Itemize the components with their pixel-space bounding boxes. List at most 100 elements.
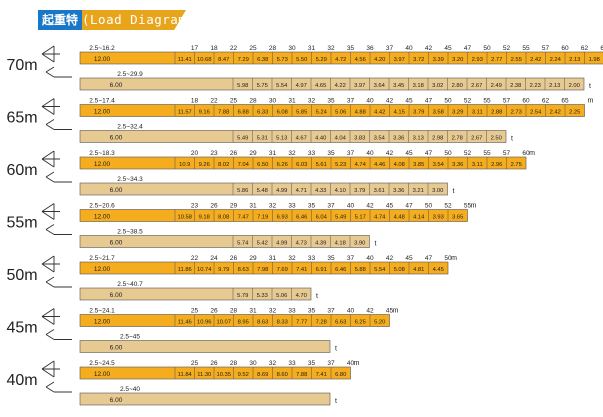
radius-tick: 42 bbox=[366, 308, 374, 315]
load-value: 4.99 bbox=[276, 241, 287, 247]
load-value: 2.55 bbox=[511, 57, 522, 63]
load-value: 7.19 bbox=[257, 215, 268, 221]
load-bar-row2 bbox=[79, 392, 331, 406]
load-value: 5.74 bbox=[237, 241, 249, 247]
load-value: 11.46 bbox=[178, 320, 192, 326]
load-value: 9.16 bbox=[199, 110, 210, 116]
header: 起重特性 (Load Diagrams) bbox=[0, 0, 603, 47]
load-bar-row2 bbox=[79, 235, 370, 248]
base-load-label: 12.00 bbox=[94, 319, 111, 326]
load-bar-row2 bbox=[79, 287, 312, 301]
radius-tick: 17 bbox=[191, 45, 199, 52]
load-value: 6.46 bbox=[335, 267, 346, 273]
radius-tick: 25 bbox=[191, 308, 199, 315]
radius-tick: 32 bbox=[327, 45, 335, 52]
radius-tick: 35 bbox=[308, 308, 316, 315]
radius-tick: 26 bbox=[210, 203, 218, 210]
load-value: 5.54 bbox=[374, 267, 386, 273]
load-value: 2.25 bbox=[569, 110, 580, 116]
load-value: 5.85 bbox=[296, 110, 307, 116]
radius-tick: 47 bbox=[464, 45, 472, 52]
radius-tick: 57 bbox=[542, 45, 550, 52]
radius-unit: m bbox=[529, 150, 535, 157]
load-bar-row2 bbox=[79, 340, 331, 353]
load-value: 8.33 bbox=[277, 320, 288, 326]
load-value: 2.49 bbox=[491, 83, 502, 89]
load-value: 4.18 bbox=[335, 241, 346, 247]
range-label: 2.5~40 bbox=[120, 386, 140, 393]
load-bar-row1 bbox=[79, 261, 449, 275]
load-value: 3.85 bbox=[413, 162, 424, 168]
load-value: 5.08 bbox=[394, 267, 405, 273]
radius-tick: 25 bbox=[230, 98, 238, 105]
load-value: 2.54 bbox=[530, 110, 542, 116]
load-value: 7.69 bbox=[277, 267, 288, 273]
load-value: 4.14 bbox=[413, 215, 425, 221]
load-bar-row1 bbox=[79, 314, 390, 327]
radius-tick: 30 bbox=[249, 360, 257, 367]
load-value: 5.73 bbox=[277, 57, 288, 63]
load-bar-row2 bbox=[79, 77, 585, 91]
radius-tick: 26 bbox=[230, 150, 238, 157]
load-bar-row2 bbox=[79, 182, 448, 196]
load-value: 8.08 bbox=[218, 215, 229, 221]
load-unit: t bbox=[316, 293, 318, 300]
load-value: 5.88 bbox=[355, 267, 366, 273]
radius-tick: 40 bbox=[347, 203, 355, 210]
radius-tick: 37 bbox=[327, 360, 335, 367]
range-label: 2.5~24.5 bbox=[89, 360, 115, 367]
radius-tick: 22 bbox=[191, 255, 199, 262]
radius-tick: 50 bbox=[444, 255, 452, 262]
radius-tick: 62 bbox=[581, 45, 589, 52]
jib-icon bbox=[41, 45, 72, 78]
range-label: 2.5~17.4 bbox=[89, 98, 115, 105]
radius-tick: 31 bbox=[308, 45, 316, 52]
range-label: 2.5~24.1 bbox=[89, 308, 115, 315]
load-value: 2.88 bbox=[491, 110, 502, 116]
load-value: 6.93 bbox=[277, 215, 288, 221]
radius-tick: 28 bbox=[249, 98, 257, 105]
radius-tick: 33 bbox=[288, 308, 296, 315]
load-value: 3.11 bbox=[472, 110, 483, 116]
load-value: 7.41 bbox=[296, 267, 307, 273]
load-value: 4.65 bbox=[315, 83, 326, 89]
radius-tick: 40 bbox=[405, 45, 413, 52]
load-value: 11.84 bbox=[178, 372, 193, 378]
radius-tick: 50 bbox=[483, 45, 491, 52]
load-value: 11.41 bbox=[178, 57, 192, 63]
load-value: 4.97 bbox=[296, 83, 307, 89]
load-value: 4.39 bbox=[315, 241, 326, 247]
radius-tick: 28 bbox=[269, 45, 277, 52]
radius-tick: 29 bbox=[230, 203, 238, 210]
range-label: 2.5~29.9 bbox=[117, 71, 143, 78]
radius-tick: 55 bbox=[464, 203, 472, 210]
title-english: (Load Diagrams) bbox=[82, 12, 203, 27]
load-value: 3.54 bbox=[433, 162, 445, 168]
load-value: 6.91 bbox=[316, 267, 327, 273]
radius-tick: 31 bbox=[249, 308, 257, 315]
radius-tick: 36 bbox=[366, 45, 374, 52]
radius-tick: 40 bbox=[366, 98, 374, 105]
radius-tick: 33 bbox=[308, 150, 316, 157]
radius-unit: m bbox=[451, 255, 457, 262]
radius-tick: 28 bbox=[230, 308, 238, 315]
load-unit: t bbox=[589, 83, 591, 90]
radius-tick: 35 bbox=[308, 360, 316, 367]
load-value: 3.58 bbox=[433, 110, 444, 116]
load-value: 8.63 bbox=[238, 267, 249, 273]
load-value: 4.56 bbox=[355, 57, 366, 63]
radius-tick: 25 bbox=[249, 45, 257, 52]
radius-tick: 35 bbox=[327, 255, 335, 262]
radius-tick: 32 bbox=[288, 150, 296, 157]
load-value: 4.73 bbox=[296, 241, 307, 247]
load-value: 4.99 bbox=[276, 188, 287, 194]
load-value: 7.98 bbox=[257, 267, 268, 273]
load-value: 11.30 bbox=[197, 372, 211, 378]
load-value: 5.17 bbox=[355, 215, 366, 221]
radius-tick: 22 bbox=[210, 98, 218, 105]
load-value: 4.40 bbox=[315, 136, 326, 142]
load-value: 5.23 bbox=[335, 162, 346, 168]
radius-tick: 31 bbox=[288, 98, 296, 105]
load-value: 3.36 bbox=[452, 162, 463, 168]
load-value: 7.88 bbox=[296, 372, 307, 378]
